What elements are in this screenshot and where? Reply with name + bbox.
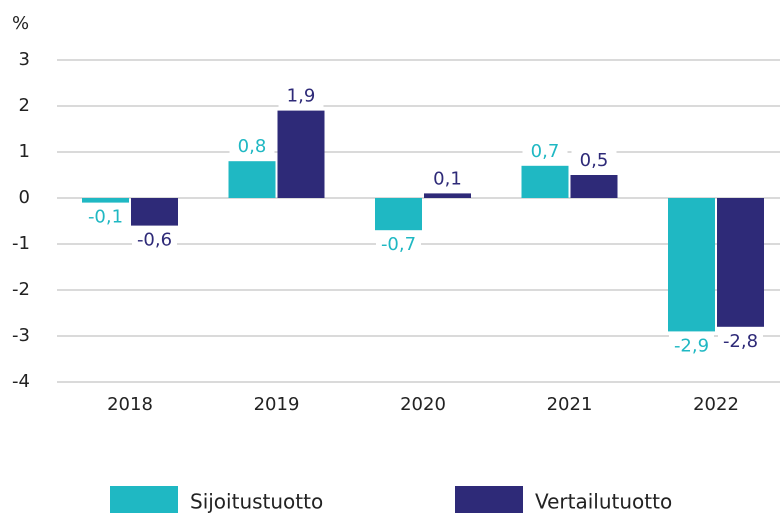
value-label-bg (669, 334, 714, 359)
value-label: 0,7 (531, 141, 560, 162)
value-label: -0,6 (137, 230, 172, 251)
x-tick-label: 2020 (400, 394, 446, 415)
bar (131, 198, 178, 226)
y-tick-label: 1 (19, 141, 30, 162)
y-tick-label: 2 (19, 95, 30, 116)
value-label-bg (571, 149, 617, 173)
value-label: -0,1 (88, 207, 123, 228)
value-label: -2,8 (723, 331, 758, 352)
value-label-bg (718, 329, 763, 354)
value-label: -0,7 (381, 234, 416, 255)
value-label-bg (132, 228, 177, 253)
bar (375, 198, 422, 231)
bar (82, 198, 129, 203)
legend-swatch (110, 486, 178, 513)
value-label-bg (83, 205, 128, 230)
value-label-bg (376, 233, 421, 258)
y-tick-label: -2 (12, 279, 30, 300)
value-label-bg (229, 135, 275, 160)
value-label: -2,9 (674, 335, 709, 356)
x-tick-label: 2021 (547, 394, 593, 415)
x-tick-label: 2022 (693, 394, 739, 415)
legend-swatch (455, 486, 523, 513)
y-tick-label: -4 (12, 371, 30, 392)
bar (521, 165, 569, 198)
value-label: 1,9 (287, 86, 316, 107)
y-tick-label: -1 (12, 233, 30, 254)
value-label-bg (425, 167, 470, 192)
value-label-bg (522, 139, 568, 164)
bar (228, 161, 276, 198)
y-axis-label: % (12, 13, 29, 34)
y-tick-label: -3 (12, 325, 30, 346)
bar (277, 110, 325, 198)
bar (570, 175, 618, 198)
legend-label: Vertailutuotto (535, 490, 672, 513)
value-label: 0,8 (238, 136, 267, 157)
bar (424, 193, 471, 198)
legend-label: Sijoitustuotto (190, 490, 323, 513)
value-label: 0,5 (580, 150, 609, 171)
bar (717, 198, 764, 327)
value-label-bg (278, 84, 324, 109)
y-tick-label: 0 (19, 187, 30, 208)
x-tick-label: 2018 (107, 394, 153, 415)
x-tick-label: 2019 (254, 394, 300, 415)
bar (668, 198, 715, 332)
y-tick-label: 3 (19, 49, 30, 70)
value-label: 0,1 (433, 168, 462, 189)
